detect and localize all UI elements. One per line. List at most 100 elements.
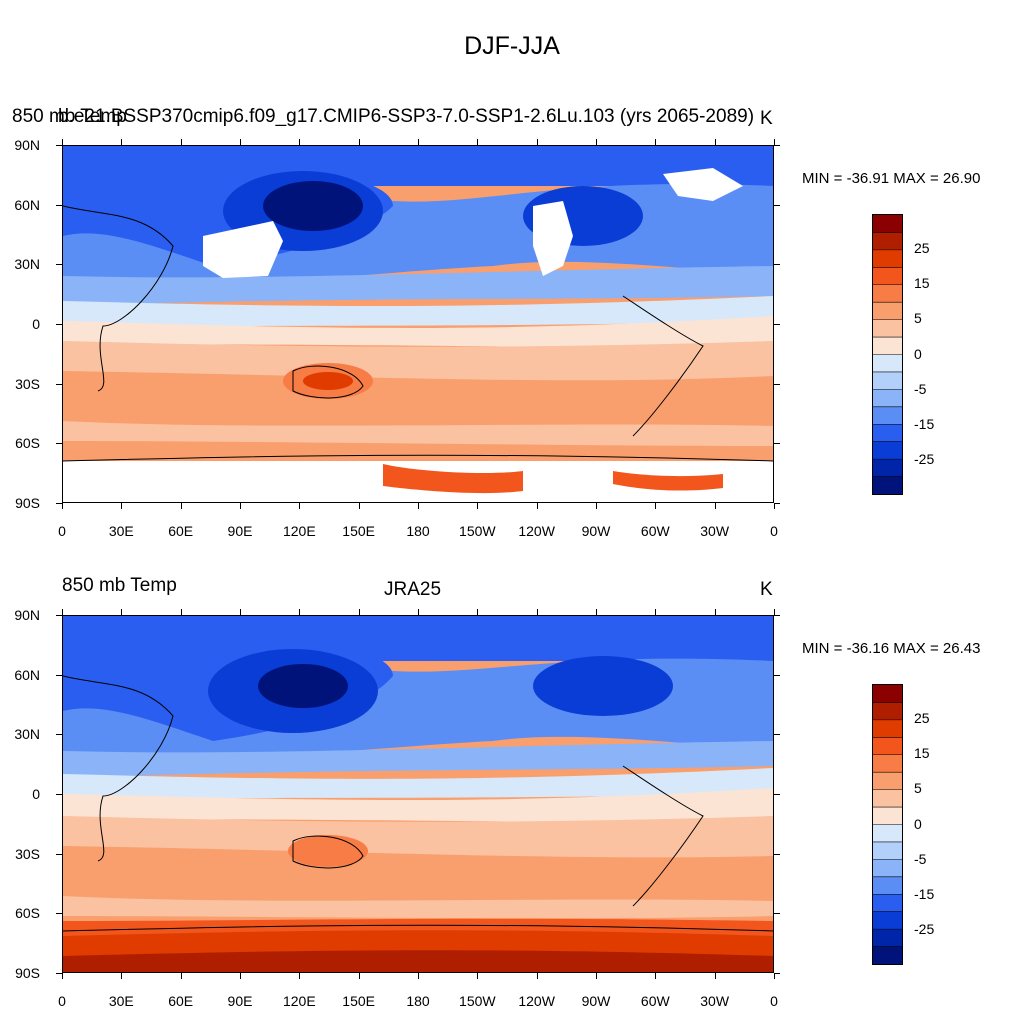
panel1-colorbar-swatches xyxy=(873,215,902,495)
colorbar-label: -25 xyxy=(914,920,935,937)
axis-tick xyxy=(477,973,479,979)
latitude-label: 60S xyxy=(15,905,40,922)
longitude-label: 90E xyxy=(227,993,253,1009)
axis-tick xyxy=(418,609,419,615)
panel2-temperature-field xyxy=(63,616,773,972)
axis-tick xyxy=(121,973,123,979)
latitude-label: 90S xyxy=(15,495,40,511)
latitude-label: 60N xyxy=(14,666,40,683)
axis-tick xyxy=(774,383,780,385)
axis-tick xyxy=(56,853,62,855)
longitude-label: 90W xyxy=(581,523,611,539)
colorbar-swatch xyxy=(873,685,902,703)
longitude-label: 150W xyxy=(459,523,496,539)
colorbar-label: -15 xyxy=(914,415,935,432)
colorbar-swatch xyxy=(873,389,902,408)
longitude-label: 60E xyxy=(168,993,194,1009)
axis-tick xyxy=(358,503,360,509)
latitude-label: 30S xyxy=(15,845,40,862)
colorbar-swatch xyxy=(873,459,902,478)
axis-tick xyxy=(62,139,63,145)
longitude-label: 180 xyxy=(406,993,430,1009)
latitude-label: 90N xyxy=(14,607,40,623)
panel1-variable-title: 850 mb Temp xyxy=(12,106,127,127)
axis-tick xyxy=(240,973,241,979)
axis-tick xyxy=(358,139,360,145)
axis-tick xyxy=(121,609,123,615)
longitude-label: 150W xyxy=(459,993,496,1009)
axis-tick xyxy=(655,503,657,509)
colorbar-swatch xyxy=(873,807,902,825)
longitude-label: 120W xyxy=(518,993,555,1009)
latitude-label: 0 xyxy=(32,316,40,332)
axis-tick xyxy=(774,734,780,736)
axis-tick xyxy=(596,973,597,979)
axis-tick xyxy=(774,853,780,855)
axis-tick xyxy=(56,145,62,146)
axis-tick xyxy=(536,609,538,615)
longitude-label: 0 xyxy=(770,993,778,1009)
axis-tick xyxy=(180,139,182,145)
panel1-colorbar xyxy=(872,214,903,495)
longitude-label: 90W xyxy=(581,993,611,1009)
colorbar-swatch xyxy=(873,702,902,721)
colorbar-label: -15 xyxy=(914,885,935,902)
axis-tick xyxy=(536,973,538,979)
colorbar-swatch xyxy=(873,789,902,808)
longitude-label: 30W xyxy=(700,523,730,539)
axis-tick xyxy=(418,973,419,979)
colorbar-swatch xyxy=(873,476,902,495)
axis-tick xyxy=(655,973,657,979)
latitude-label: 60S xyxy=(15,435,40,452)
axis-tick xyxy=(62,503,63,509)
colorbar-swatch xyxy=(873,859,902,878)
latitude-label: 60N xyxy=(14,196,40,213)
colorbar-swatch xyxy=(873,284,902,303)
colorbar-swatch xyxy=(873,911,902,930)
panel2-variable-title: 850 mb Temp xyxy=(62,575,177,596)
figure-title: DJF-JJA xyxy=(464,32,560,60)
axis-tick xyxy=(180,503,182,509)
axis-tick xyxy=(774,443,780,445)
axis-tick xyxy=(774,973,780,974)
panel2-map xyxy=(62,615,774,973)
colorbar-swatch xyxy=(873,319,902,338)
axis-tick xyxy=(62,973,63,979)
colorbar-label: 0 xyxy=(914,345,922,362)
axis-tick xyxy=(56,383,62,385)
axis-tick xyxy=(418,139,419,145)
colorbar-swatch xyxy=(873,876,902,895)
axis-tick xyxy=(240,503,241,509)
longitude-label: 30E xyxy=(108,993,134,1009)
axis-tick xyxy=(774,674,780,676)
axis-tick xyxy=(477,609,479,615)
axis-tick xyxy=(596,139,597,145)
axis-tick xyxy=(180,609,182,615)
longitude-label: 120W xyxy=(518,523,555,539)
axis-tick xyxy=(358,973,360,979)
panel2-units: K xyxy=(760,579,773,600)
axis-tick xyxy=(596,609,597,615)
colorbar-label: -25 xyxy=(914,450,935,467)
latitude-label: 90S xyxy=(15,965,40,981)
axis-tick xyxy=(56,794,62,795)
panel2-min-max: MIN = -36.16 MAX = 26.43 xyxy=(802,640,981,657)
longitude-label: 120E xyxy=(282,523,316,539)
colorbar-label: 15 xyxy=(914,745,930,762)
axis-tick xyxy=(56,264,62,266)
axis-tick xyxy=(774,264,780,266)
axis-tick xyxy=(774,204,780,206)
colorbar-swatch xyxy=(873,354,902,373)
colorbar-label: 25 xyxy=(914,710,930,727)
longitude-label: 150E xyxy=(342,523,375,539)
axis-tick xyxy=(240,609,241,615)
axis-tick xyxy=(62,609,63,615)
longitude-label: 30E xyxy=(108,523,134,539)
axis-tick xyxy=(299,139,301,145)
axis-tick xyxy=(56,443,62,445)
colorbar-swatch xyxy=(873,824,902,843)
colorbar-swatch xyxy=(873,772,902,791)
colorbar-swatch xyxy=(873,754,902,773)
colorbar-label: 0 xyxy=(914,815,922,832)
axis-tick xyxy=(714,503,716,509)
